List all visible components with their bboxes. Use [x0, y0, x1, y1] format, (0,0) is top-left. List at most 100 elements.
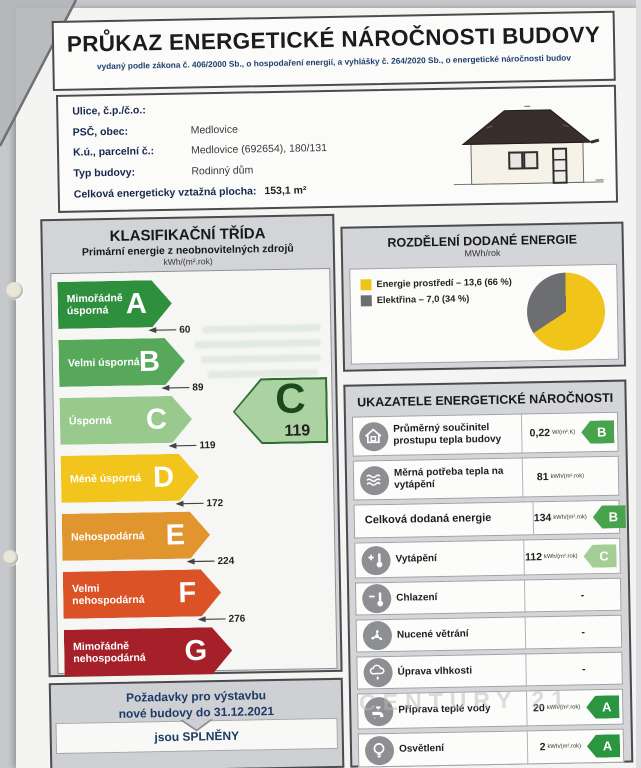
current-class-letter: C — [274, 374, 307, 422]
threshold-value: 172 — [206, 497, 224, 509]
indicator-row: Nucené větrání - — [355, 614, 623, 653]
class-bar-letter: G — [184, 634, 208, 667]
threshold-value: 89 — [192, 381, 204, 394]
indicator-unit: W/(m².K) — [552, 429, 576, 436]
indicator-row: Osvětlení 2 kWh/(m².rok) A — [357, 728, 625, 768]
show-through-text — [200, 354, 321, 364]
certificate-content: PRŮKAZ ENERGETICKÉ NÁROČNOSTI BUDOVY vyd… — [10, 2, 641, 768]
indicators-title: UKAZATELE ENERGETICKÉ NÁROČNOSTI — [357, 390, 614, 410]
humidity-icon — [362, 657, 393, 688]
class-threshold: 60 — [148, 324, 191, 337]
indicator-value-cell: 112 kWh/(m².rok) C — [523, 538, 620, 575]
indicator-label: Vytápění — [395, 553, 437, 565]
badge-letter: A — [602, 738, 613, 754]
show-through-text — [202, 324, 321, 334]
threshold-value: 60 — [179, 324, 191, 336]
indicator-unit: kWh/(m².rok) — [550, 473, 585, 480]
indicator-label: Příprava teplé vody — [398, 703, 491, 716]
legend-label: Energie prostředí – 13,6 (66 %) — [376, 276, 512, 290]
current-class-marker: C 119 — [232, 374, 328, 445]
indicator-icon-cell — [353, 421, 394, 451]
legend-swatch — [360, 279, 372, 291]
badge-letter: C — [599, 548, 609, 564]
class-bar-letter: E — [165, 518, 186, 552]
info-field-label: Celková energeticky vztažná plocha: — [73, 184, 257, 201]
radiator-icon — [359, 465, 389, 495]
class-bar-c: Úsporná C — [60, 396, 193, 445]
indicator-row: Vytápění 112 kWh/(m².rok) C — [354, 537, 621, 579]
tap-icon — [363, 696, 394, 726]
class-bar-e: Nehospodárná E — [62, 511, 211, 561]
indicator-unit: kWh/(m².rok) — [553, 514, 587, 521]
class-bar-b: Velmi úsporná B — [58, 338, 185, 387]
threshold-value: 119 — [199, 439, 216, 451]
pie-legend: Energie prostředí – 13,6 (66 %) Elektřina… — [360, 277, 512, 312]
indicator-label: Nucené větrání — [396, 627, 469, 641]
bulb-icon — [364, 735, 394, 765]
indicator-label: Chlazení — [396, 591, 438, 604]
info-field-label: Typ budovy: — [73, 166, 136, 180]
house-drawing-icon — [453, 105, 604, 186]
indicator-value-cell: - — [525, 652, 622, 686]
indicator-icon-cell — [354, 465, 395, 495]
certificate-header: PRŮKAZ ENERGETICKÉ NÁROČNOSTI BUDOVY vyd… — [51, 10, 616, 92]
indicator-icon-cell — [358, 696, 399, 726]
building-elevation-drawing — [446, 91, 610, 199]
threshold-arrow-icon — [168, 442, 197, 449]
threshold-value: 224 — [217, 555, 235, 567]
class-threshold: 276 — [197, 613, 246, 626]
building-info-box: Ulice, č.p./č.o.: PSČ, obec: Medlovice K.ú.… — [55, 84, 619, 213]
class-scale: C 119 Mimořádně úsporná A 60 Velmi úsporná B… — [50, 267, 338, 677]
indicator-icon-cell — [357, 657, 398, 688]
indicator-label: Osvětlení — [398, 742, 445, 755]
class-bar-letter: F — [178, 576, 197, 609]
indicator-unit: kWh/(m².rok) — [547, 743, 582, 751]
info-field-value: Rodinný dům — [191, 164, 254, 178]
indicator-row: Příprava teplé vody 20 kWh/(m².rok) A — [356, 688, 624, 730]
indicator-unit: kWh/(m².rok) — [546, 704, 581, 712]
indicator-label: Úprava vlhkosti — [397, 664, 473, 678]
indicator-rows: Průměrný součinitel prostupu tepla budov… — [351, 411, 630, 768]
class-badge-a: A — [587, 734, 620, 758]
info-field-label: Ulice, č.p./č.o.: — [72, 104, 146, 118]
distribution-panel: Energie prostředí – 13,6 (66 %) Elektřina… — [349, 263, 619, 365]
pie-chart — [526, 271, 606, 352]
house-icon — [358, 421, 389, 451]
indicator-value-cell: 20 kWh/(m².rok) A — [525, 689, 623, 726]
info-field-value: Medlovice (692654), 180/131 — [190, 142, 328, 157]
indicator-value-cell: - — [523, 578, 621, 612]
class-bar-letter: A — [125, 287, 148, 320]
badge-letter: B — [596, 424, 607, 440]
current-class-value: 119 — [284, 422, 311, 440]
classification-box: KLASIFIKAČNÍ TŘÍDA Primární energie z ne… — [40, 213, 343, 678]
indicator-value: 0,22 — [529, 426, 551, 440]
class-bar-label: Úsporná — [68, 414, 112, 427]
indicator-label: Celková dodaná energie — [364, 512, 492, 527]
indicator-row: Úprava vlhkosti - — [356, 651, 623, 690]
indicator-value-cell: 134 kWh/(m².rok) B — [532, 500, 630, 535]
requirements-box: Požadavky pro výstavbu nové budovy do 31… — [48, 677, 345, 768]
info-field-label: PSČ, obec: — [72, 125, 129, 139]
class-threshold: 89 — [161, 381, 204, 394]
legend-row: Energie prostředí – 13,6 (66 %) — [360, 277, 512, 291]
info-field-label: K.ú., parcelní č.: — [72, 145, 155, 159]
class-badge-a: A — [586, 695, 619, 719]
indicator-row: Měrná potřeba tepla na vytápění 81 kWh/(m²… — [352, 455, 620, 501]
class-bar-letter: D — [152, 460, 175, 494]
class-badge-c: C — [583, 544, 616, 568]
indicator-value-cell: - — [524, 615, 622, 649]
class-bar-f: Velmi nehospodárná F — [63, 569, 222, 619]
hole-punch — [3, 550, 18, 565]
threshold-arrow-icon — [148, 327, 177, 334]
threshold-arrow-icon — [197, 616, 226, 623]
indicator-row: Celková dodaná energie 134 kWh/(m².rok) B — [353, 499, 630, 539]
indicator-row: Chlazení - — [354, 577, 622, 616]
indicator-value: - — [580, 588, 585, 601]
class-bar-label: Velmi nehospodárná — [71, 582, 145, 608]
info-field-value: 153,1 m² — [264, 183, 307, 197]
class-badge-b: B — [593, 505, 626, 529]
indicator-value: 112 — [524, 551, 543, 564]
class-bar-g: Mimořádně nehospodárná G — [64, 627, 233, 677]
legend-swatch — [360, 295, 372, 307]
